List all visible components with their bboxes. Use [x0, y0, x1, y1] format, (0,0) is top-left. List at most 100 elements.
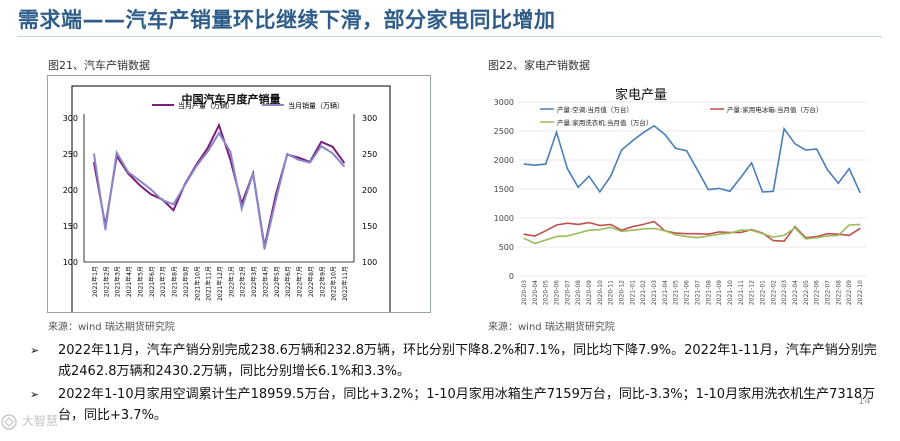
- appliance-data-point: [685, 235, 688, 238]
- appliance-data-point: [848, 224, 850, 226]
- appliance-data-point: [696, 169, 699, 171]
- arrow-bullet-icon: ➢: [30, 388, 40, 401]
- appliance-x-tick-label: 2021-11: [738, 280, 745, 305]
- appliance-chart-title: 家电产量: [615, 87, 667, 103]
- watermark-logo-icon: [1, 413, 17, 430]
- left-figure-label: 图21、汽车产销数据: [48, 59, 150, 72]
- appliance-data-point: [599, 229, 601, 231]
- appliance-x-tick-label: 2020-07: [564, 280, 571, 305]
- appliance-data-point: [610, 226, 612, 228]
- appliance-y-tick-label: 3000: [494, 98, 514, 107]
- appliance-chart-panel: 家电产量 0 500 1000 1500 2000 2500 3000 2020-03 2020-…: [486, 80, 872, 312]
- car-data-point: [343, 165, 345, 168]
- right-figure-label: 图22、家电产销数据: [488, 59, 590, 72]
- car-y2-tick-label: 100: [362, 258, 377, 267]
- appliance-data-point: [729, 232, 731, 234]
- appliance-data-point: [675, 234, 677, 236]
- appliance-x-tick-label: 2020-11: [608, 280, 615, 305]
- slide-title: 需求端——汽车产销量环比继续下滑，部分家电同比增加: [18, 8, 556, 32]
- appliance-data-point: [751, 229, 753, 231]
- appliance-data-point: [794, 143, 796, 145]
- appliance-data-point: [523, 233, 525, 235]
- appliance-series-line: [523, 223, 861, 245]
- car-x-tick-label: 2022年5月: [273, 266, 281, 297]
- appliance-data-point: [588, 229, 590, 231]
- appliance-x-tick-label: 2021-02: [640, 280, 647, 305]
- appliance-data-point: [805, 149, 807, 151]
- appliance-x-tick-label: 2021-04: [662, 280, 669, 305]
- appliance-data-point: [599, 224, 601, 227]
- car-y-tick-label: 300: [63, 114, 78, 123]
- car-data-point: [229, 151, 232, 153]
- appliance-x-tick-label: 2020-12: [619, 280, 626, 305]
- appliance-data-point: [555, 224, 558, 226]
- car-x-tick-label: 2021年4月: [125, 266, 133, 297]
- car-data-point: [93, 153, 95, 155]
- car-data-point: [252, 172, 254, 175]
- appliance-data-point: [620, 149, 623, 151]
- appliance-data-point: [816, 237, 818, 239]
- car-data-point: [309, 161, 311, 164]
- car-data-point: [138, 184, 141, 186]
- appliance-data-point: [653, 227, 655, 230]
- car-data-point: [150, 188, 152, 191]
- appliance-x-tick-label: 2021-10: [727, 280, 734, 305]
- appliance-data-point: [848, 168, 850, 170]
- appliance-x-tick-label: 2021-12: [749, 280, 756, 305]
- appliance-data-point: [826, 169, 829, 171]
- appliance-data-point: [631, 229, 633, 231]
- appliance-data-point: [783, 234, 785, 236]
- appliance-chart: 家电产量 0 500 1000 1500 2000 2500 3000 2020-03 2020-…: [494, 87, 866, 305]
- appliance-data-point: [761, 233, 764, 235]
- appliance-data-point: [664, 133, 666, 136]
- appliance-data-point: [772, 190, 774, 192]
- appliance-data-point: [740, 229, 742, 231]
- appliance-data-point: [848, 234, 850, 236]
- appliance-y-tick-label: 2500: [494, 127, 514, 136]
- appliance-data-point: [653, 220, 655, 223]
- appliance-data-point: [545, 230, 547, 232]
- car-y2-tick-label: 200: [362, 186, 377, 195]
- car-x-tick-label: 2022年6月: [284, 266, 292, 297]
- car-data-point: [206, 151, 209, 153]
- appliance-x-tick-label: 2022-01: [759, 280, 766, 305]
- appliance-x-tick-label: 2021-09: [716, 280, 723, 305]
- appliance-data-point: [599, 191, 601, 193]
- appliance-data-point: [718, 231, 720, 233]
- appliance-data-point: [545, 239, 547, 241]
- car-data-point: [297, 158, 300, 161]
- appliance-data-point: [783, 128, 785, 130]
- car-x-tick-label: 2021年7月: [159, 266, 167, 297]
- appliance-data-point: [729, 190, 731, 192]
- appliance-data-point: [620, 230, 623, 232]
- appliance-x-tick-label: 2020-08: [575, 280, 582, 305]
- appliance-data-point: [675, 147, 677, 149]
- appliance-data-point: [588, 222, 590, 224]
- appliance-x-tick-label: 2022-05: [803, 280, 810, 305]
- appliance-data-point: [837, 182, 839, 184]
- appliance-data-point: [577, 223, 579, 225]
- appliance-data-point: [685, 150, 688, 152]
- appliance-series-line: [523, 124, 861, 194]
- appliance-x-tick-label: 2021-06: [684, 280, 691, 305]
- car-data-point: [172, 203, 175, 206]
- car-data-point: [184, 184, 186, 186]
- car-chart-panel: 中国汽车月度产销量 100 150 200 250 300 100 150 200 250 300 2…: [47, 75, 431, 313]
- appliance-x-tick-label: 2021-03: [651, 280, 658, 305]
- appliance-data-point: [642, 228, 644, 230]
- appliance-x-tick-label: 2022-02: [770, 280, 777, 305]
- appliance-data-point: [805, 238, 807, 240]
- car-data-point: [161, 199, 163, 201]
- car-x-tick-label: 2022年7月: [296, 266, 304, 297]
- car-x-tick-label: 2022年4月: [261, 266, 269, 297]
- appliance-x-tick-label: 2020-09: [586, 280, 593, 305]
- appliance-data-point: [685, 233, 688, 235]
- car-data-point: [320, 140, 323, 143]
- car-x-tick-label: 2022年8月: [307, 266, 315, 297]
- arrow-bullet-icon: ➢: [30, 344, 40, 357]
- appliance-x-tick-label: 2020-10: [597, 280, 604, 305]
- page-number: 14: [858, 396, 871, 407]
- appliance-x-tick-label: 2020-04: [532, 280, 539, 305]
- appliance-legend-label: 产量:家用洗衣机:当月值（万台）: [557, 118, 652, 127]
- appliance-x-tick-label: 2020-05: [543, 280, 550, 305]
